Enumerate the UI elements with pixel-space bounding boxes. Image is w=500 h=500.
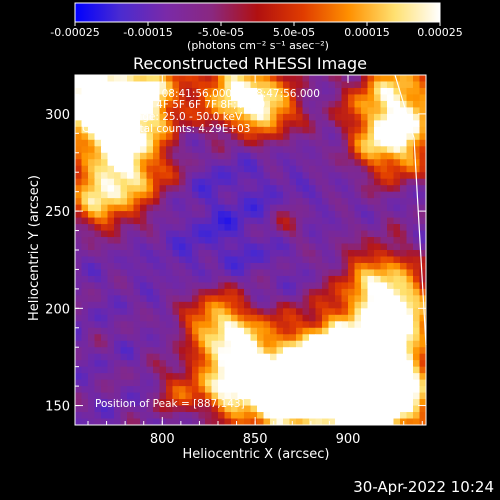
x-tick-label: 850 — [243, 432, 268, 447]
solar-limb-line — [394, 74, 427, 346]
colorbar-tick-label: 0.00025 — [417, 26, 463, 39]
colorbar-tick-label: -0.00025 — [50, 26, 99, 39]
colorbar-ticks: -0.00025 -0.00015 -5.0e-05 5.0e-05 0.00015 0.… — [50, 22, 463, 39]
x-axis: 800 850 900 — [87, 75, 423, 447]
x-tick-label: 800 — [150, 432, 175, 447]
heatmap-image — [75, 75, 426, 425]
colorbar-tick-label: -0.00015 — [123, 26, 172, 39]
y-tick-label: 300 — [45, 108, 70, 123]
chart-title: Reconstructed RHESSI Image — [133, 54, 367, 73]
info-time-range: 1-Apr-2003 08:41:56.000 to 08:47:56.000 — [100, 88, 320, 100]
colorbar — [74, 2, 441, 23]
colorbar-tick-label: 0.00015 — [344, 26, 390, 39]
x-tick-label: 900 — [336, 432, 361, 447]
colorbar-tick-label: -5.0e-05 — [198, 26, 244, 39]
colorbar-units: (photons cm⁻² s⁻¹ asec⁻²) — [187, 39, 329, 52]
info-detectors: Detectors: 3F 4F 5F 6F 7F 8F; Att 0 — [82, 99, 265, 111]
y-tick-label: 150 — [45, 400, 70, 415]
y-axis: 150 200 250 300 — [45, 93, 426, 415]
y-tick-label: 250 — [45, 205, 70, 220]
info-energy-range: Energy Range: 25.0 - 50.0 keV — [82, 111, 243, 123]
y-axis-label: Heliocentric Y (arcsec) — [27, 175, 42, 321]
timestamp: 30-Apr-2022 10:24 — [353, 478, 494, 496]
colorbar-tick-label: 5.0e-05 — [273, 26, 315, 39]
x-axis-label: Heliocentric X (arcsec) — [183, 447, 330, 462]
peak-position-label: Position of Peak = [887,143] — [95, 398, 245, 410]
info-total-counts: Clean Total counts: 4.29E+03 — [82, 123, 251, 135]
y-tick-label: 200 — [45, 302, 70, 317]
